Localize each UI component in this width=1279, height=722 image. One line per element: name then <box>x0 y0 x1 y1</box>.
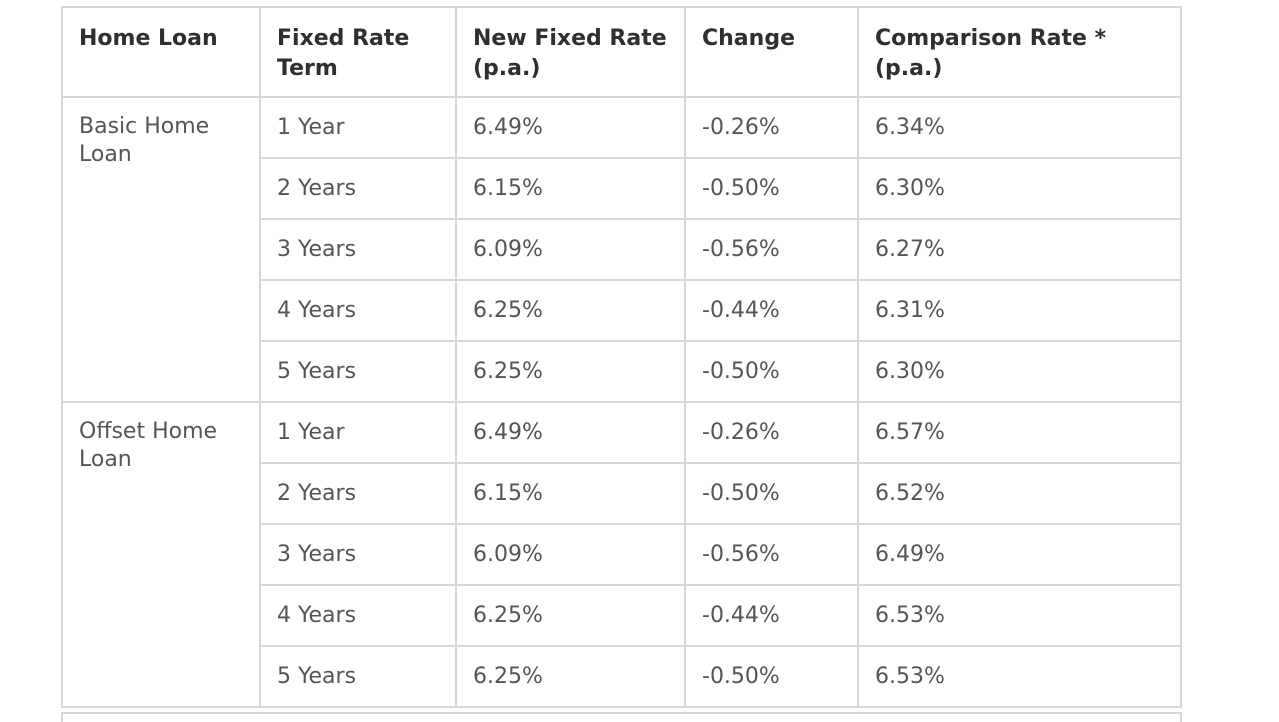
change-cell: -0.50% <box>684 645 859 708</box>
rate-cell: 6.09% <box>455 218 686 281</box>
table-row: 5 Years 6.25% -0.50% 6.53% <box>62 645 1182 708</box>
rate-cell: 6.09% <box>455 523 686 586</box>
rate-cell: 6.25% <box>455 340 686 403</box>
header-fixed-rate-term: Fixed Rate Term <box>259 6 457 98</box>
rate-cell: 6.15% <box>455 462 686 525</box>
table-row: 4 Years 6.25% -0.44% 6.53% <box>62 584 1182 647</box>
comparison-cell: 6.27% <box>857 218 1182 281</box>
term-cell: 5 Years <box>259 645 457 708</box>
rates-table-container: Home Loan Fixed Rate Term New Fixed Rate… <box>61 6 1182 708</box>
change-cell: -0.26% <box>684 401 859 464</box>
rate-cell: 6.25% <box>455 645 686 708</box>
rate-cell: 6.25% <box>455 584 686 647</box>
table-row: Basic Home Loan 1 Year 6.49% -0.26% 6.34… <box>61 96 1182 403</box>
rate-cell: 6.25% <box>455 279 686 342</box>
comparison-cell: 6.30% <box>857 157 1182 220</box>
comparison-cell: 6.30% <box>857 340 1182 403</box>
term-cell: 5 Years <box>259 340 457 403</box>
rate-cell: 6.49% <box>455 401 686 464</box>
basic-home-loan-group: Basic Home Loan 1 Year 6.49% -0.26% 6.34… <box>61 96 1182 403</box>
table-row: 2 Years 6.15% -0.50% 6.52% <box>62 462 1182 525</box>
change-cell: -0.50% <box>684 340 859 403</box>
header-new-fixed-rate: New Fixed Rate (p.a.) <box>455 6 686 98</box>
comparison-cell: 6.57% <box>857 401 1182 464</box>
change-cell: -0.44% <box>684 279 859 342</box>
loan-name-offset: Offset Home Loan <box>61 401 261 708</box>
term-cell: 2 Years <box>259 157 457 220</box>
table-row: 3 Years 6.09% -0.56% 6.27% <box>62 218 1182 281</box>
term-cell: 2 Years <box>259 462 457 525</box>
term-cell: 4 Years <box>259 584 457 647</box>
comparison-cell: 6.52% <box>857 462 1182 525</box>
rate-cell: 6.15% <box>455 157 686 220</box>
term-cell: 4 Years <box>259 279 457 342</box>
change-cell: -0.56% <box>684 218 859 281</box>
table-row: 4 Years 6.25% -0.44% 6.31% <box>62 279 1182 342</box>
change-cell: -0.50% <box>684 462 859 525</box>
term-cell: 1 Year <box>259 401 457 464</box>
header-comparison-rate: Comparison Rate * (p.a.) <box>857 6 1182 98</box>
table-row: 2 Years 6.15% -0.50% 6.30% <box>62 157 1182 220</box>
table-row: 5 Years 6.25% -0.50% 6.30% <box>62 340 1182 403</box>
term-cell: 3 Years <box>259 523 457 586</box>
comparison-cell: 6.31% <box>857 279 1182 342</box>
table-row: Offset Home Loan 1 Year 6.49% -0.26% 6.5… <box>61 401 1182 708</box>
comparison-cell: 6.53% <box>857 584 1182 647</box>
term-cell: 1 Year <box>259 96 457 159</box>
table-header-row: Home Loan Fixed Rate Term New Fixed Rate… <box>61 6 1182 98</box>
loan-name-basic: Basic Home Loan <box>61 96 261 403</box>
rate-cell: 6.49% <box>455 96 686 159</box>
offset-home-loan-group: Offset Home Loan 1 Year 6.49% -0.26% 6.5… <box>61 401 1182 708</box>
change-cell: -0.50% <box>684 157 859 220</box>
header-home-loan: Home Loan <box>61 6 261 98</box>
change-cell: -0.56% <box>684 523 859 586</box>
next-row-edge <box>61 712 1182 722</box>
comparison-cell: 6.34% <box>857 96 1182 159</box>
comparison-cell: 6.53% <box>857 645 1182 708</box>
header-change: Change <box>684 6 859 98</box>
change-cell: -0.26% <box>684 96 859 159</box>
comparison-cell: 6.49% <box>857 523 1182 586</box>
change-cell: -0.44% <box>684 584 859 647</box>
table-row: 3 Years 6.09% -0.56% 6.49% <box>62 523 1182 586</box>
fixed-rates-table: Home Loan Fixed Rate Term New Fixed Rate… <box>61 6 1182 708</box>
term-cell: 3 Years <box>259 218 457 281</box>
